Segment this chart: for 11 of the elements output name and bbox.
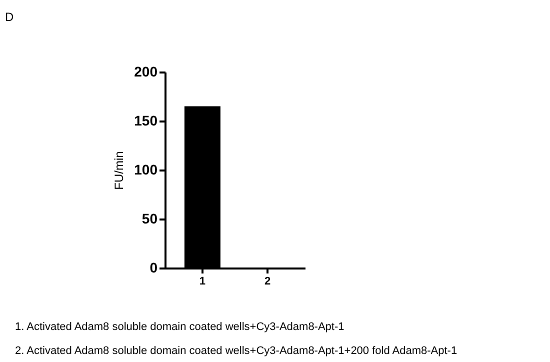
y-tick-label: 100 — [134, 162, 158, 178]
y-tick-label: 150 — [134, 112, 158, 128]
y-tick-label: 200 — [134, 64, 158, 80]
text: 1. Activated Adam8 soluble domain coated wells+Cy3-Adam8-Apt-1 — [15, 321, 344, 333]
y-tick-label: 0 — [150, 260, 158, 276]
text: 2. Activated Adam8 soluble domain coated wells+Cy3-Adam8-Apt-1+200 fold Adam8-Apt-1 — [15, 345, 458, 357]
x-tick-label: 1 — [199, 276, 206, 288]
x-tick-label: 2 — [264, 276, 271, 288]
y-axis-title: FU/min — [112, 151, 126, 190]
text: D — [5, 10, 14, 24]
y-tick-label: 50 — [142, 210, 158, 226]
